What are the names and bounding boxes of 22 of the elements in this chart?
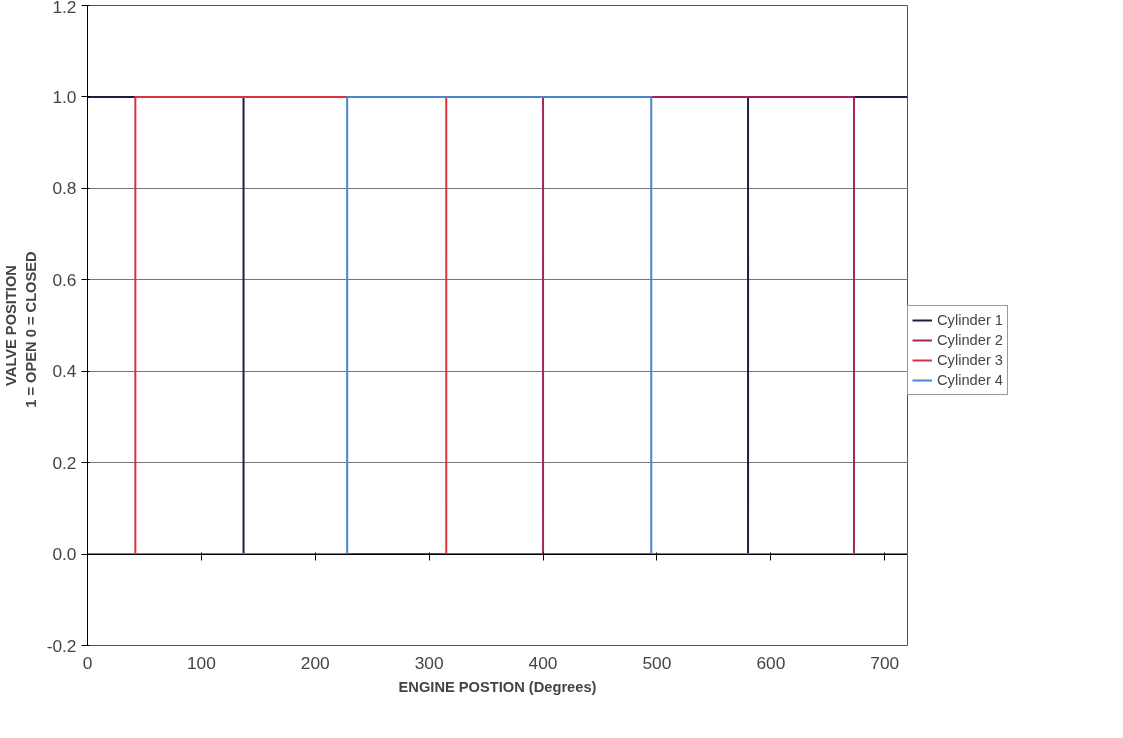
y-tick-label: 0.4 xyxy=(52,361,77,382)
x-tick-label: 300 xyxy=(414,652,444,673)
x-tick-label: 500 xyxy=(642,652,672,673)
y-axis-title: VALVE POSITION 1 = OPEN 0 = CLOSED xyxy=(3,251,39,408)
y-tick-label: 0.2 xyxy=(52,452,77,473)
x-tick-label: 100 xyxy=(186,652,216,673)
x-tick-label: 700 xyxy=(870,652,900,673)
legend-label: Cylinder 3 xyxy=(937,352,1003,368)
legend-label: Cylinder 2 xyxy=(937,332,1003,348)
y-tick-label: 0.6 xyxy=(52,269,77,290)
x-tick-label: 400 xyxy=(528,652,558,673)
x-tick-label: 200 xyxy=(300,652,330,673)
y-tick-label: 0.8 xyxy=(52,178,77,199)
legend-label: Cylinder 4 xyxy=(937,372,1003,388)
legend-label: Cylinder 1 xyxy=(937,312,1003,328)
y-tick-label: 1.0 xyxy=(52,86,77,107)
y-tick-label: 1.2 xyxy=(52,0,77,17)
y-tick-label: -0.2 xyxy=(46,635,77,656)
x-tick-label: 0 xyxy=(82,652,93,673)
x-axis-title: ENGINE POSTION (Degrees) xyxy=(398,678,597,695)
x-tick-label: 600 xyxy=(756,652,786,673)
y-tick-label: 0.0 xyxy=(52,544,77,565)
